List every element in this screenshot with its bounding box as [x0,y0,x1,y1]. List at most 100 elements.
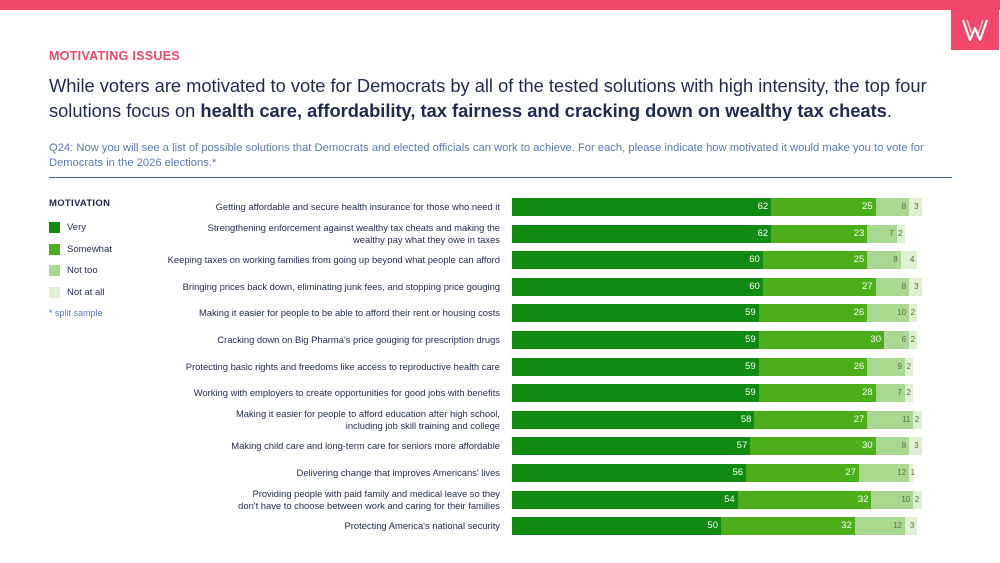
data-label: 60 [749,280,760,292]
category-label-line: Keeping taxes on working families from g… [167,254,500,266]
bar-segment-very [512,277,763,296]
bar-segment-not-too [854,517,905,536]
legend-item: Somewhat [49,239,112,261]
bar-segment-not-at-all [913,410,922,429]
data-label: 3 [909,521,915,531]
data-label: 56 [732,467,744,478]
bar-segment-not-too [875,277,910,296]
category-label-line: Delivering change that improves American… [296,467,500,478]
data-label: 2 [906,361,911,371]
category-label-line: including job skill training and college [345,419,500,431]
bar-segment-not-too [867,251,901,270]
data-label: 27 [853,413,865,425]
legend-swatch [49,265,60,277]
legend-swatch [49,222,60,234]
bar-segment-somewhat [758,331,884,349]
data-label: 7 [889,228,894,238]
question-divider [49,177,952,178]
data-label: 2 [898,228,903,238]
bar-segment-very [512,464,747,482]
headline-end: . [886,100,892,121]
category-label-line: Making it easier for people to afford ed… [235,407,500,419]
data-label: 27 [845,467,856,478]
data-label: 59 [745,387,756,399]
bar-segment-very [512,410,755,429]
data-label: 25 [862,201,873,212]
category-label: Making child care and long-term care for… [140,432,500,460]
bar-segment-somewhat [758,357,868,376]
data-label: 54 [724,493,735,505]
legend-label: Very [67,222,87,234]
data-label: 30 [862,440,873,452]
category-label: Making it easier for people to afford ed… [140,406,500,434]
bar-segment-somewhat [750,437,876,456]
category-label-line: wealthy pay what they owe in taxes [353,233,500,245]
data-label: 57 [736,440,748,452]
data-label: 10 [897,308,907,318]
data-label: 3 [914,281,919,291]
data-label: 12 [897,468,907,477]
category-label: Bringing prices back down, eliminating j… [140,273,500,301]
data-label: 1 [910,468,916,477]
data-label: 23 [853,227,865,239]
bar-segment-not-at-all [913,490,922,509]
legend-label: Not at all [67,286,105,298]
bar-segment-not-too [867,304,910,323]
data-label: 2 [910,308,916,318]
legend-item: Very [49,217,112,239]
bar-segment-not-too [858,464,910,482]
legend-items: Very Somewhat Not too Not at all [49,217,112,303]
bar-segment-very [512,437,751,456]
bar-segment-somewhat [771,224,868,243]
data-label: 6 [901,335,907,344]
category-label-line: Making child care and long-term care for… [231,440,500,452]
bar-segment-not-at-all [904,384,914,403]
legend-note: * split sample [49,308,103,318]
data-label: 32 [857,493,869,505]
category-label: Strengthening enforcement against wealth… [140,220,500,248]
data-label: 2 [906,388,911,398]
bar-segment-somewhat [721,517,855,536]
bar-segment-not-at-all [904,517,918,536]
data-label: 26 [853,307,865,319]
data-label: 32 [841,520,852,532]
data-label: 4 [910,255,915,265]
category-label-line: Protecting America's national security [344,520,500,532]
legend-label: Somewhat [67,243,112,255]
data-label: 58 [740,413,752,425]
data-label: 9 [897,361,902,371]
data-label: 8 [901,281,907,291]
bar-segment-somewhat [762,251,868,270]
category-label: Making it easier for people to be able t… [140,299,500,327]
bar-segment-somewhat [754,410,868,429]
bar-segment-not-at-all [909,277,922,296]
data-label: 3 [914,441,919,451]
data-label: 25 [853,254,865,266]
page-headline: While voters are motivated to vote for D… [49,73,949,123]
bar-segment-not-too [875,198,910,216]
bar-segment-not-at-all [909,464,914,482]
data-label: 28 [862,387,873,399]
category-label: Protecting America's national security [140,512,500,540]
category-label-line: don't have to choose between work and ca… [238,499,500,511]
bar-segment-not-at-all [909,437,922,456]
data-label: 26 [853,360,865,372]
category-label: Working with employers to create opportu… [140,379,500,407]
bar-segment-somewhat [758,304,868,323]
bar-segment-somewhat [746,464,859,482]
bar-segment-not-too [867,357,905,376]
bar-segment-not-at-all [909,198,922,216]
category-label-line: Bringing prices back down, eliminating j… [182,280,500,292]
bar-segment-not-too [884,331,910,349]
bar-segment-not-too [875,437,910,456]
category-label-line: Making it easier for people to be able t… [198,307,500,319]
data-label: 62 [757,227,769,239]
brand-logo [951,10,999,50]
category-label-line: Strengthening enforcement against wealth… [207,221,500,233]
bar-segment-not-too [867,410,914,429]
bar-segment-not-at-all [909,304,918,323]
bar-segment-not-too [867,224,897,243]
bar-segment-not-too [871,490,914,509]
top-accent-bar [0,0,1000,10]
